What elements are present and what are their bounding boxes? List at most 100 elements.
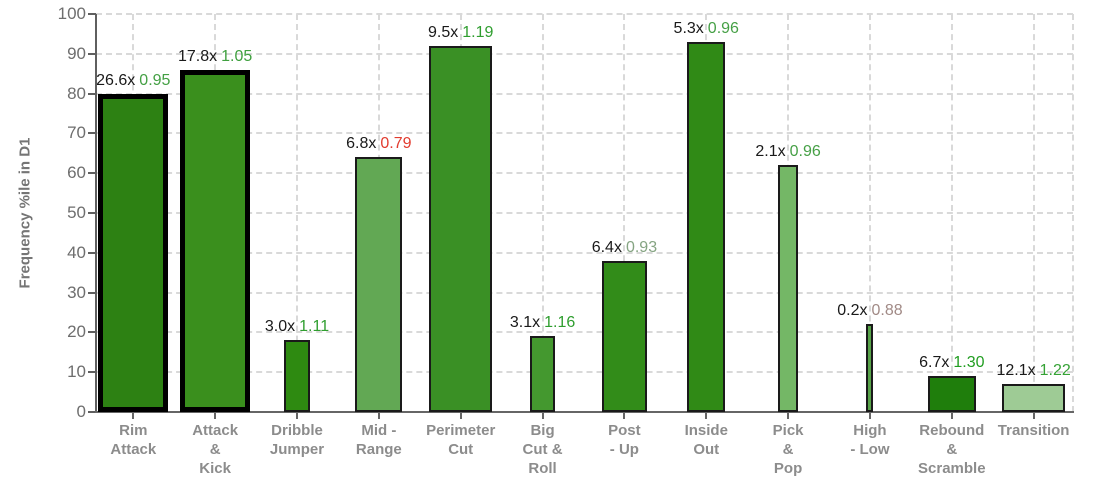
v-gridline (950, 14, 953, 412)
v-gridline (296, 14, 298, 412)
x-label-perimeter-cut: Perimeter Cut (426, 421, 495, 459)
x-label-line: & (782, 441, 794, 458)
v-gridline (868, 14, 871, 412)
y-axis-tick (88, 132, 96, 135)
x-label-line: Post (608, 422, 641, 439)
v-gridline (1032, 14, 1035, 412)
value-label-big-cut-roll: 3.1x 1.16 (510, 314, 575, 332)
h-gridline (96, 13, 1073, 15)
ppp-value: 0.95 (139, 71, 171, 89)
x-label-line: Big (530, 422, 555, 439)
bar-inside-out (687, 41, 726, 412)
x-label-line: Scramble (918, 460, 986, 477)
bar-rim-attack (98, 93, 169, 412)
y-tick-label: 50 (67, 203, 86, 222)
value-label-rebound-scramble: 6.7x 1.30 (919, 354, 984, 372)
bar-perimeter-cut (429, 45, 493, 412)
h-gridline (96, 92, 1073, 95)
x-axis-tick (541, 412, 544, 419)
y-tick-label: 90 (67, 43, 86, 63)
x-label-line: High (853, 422, 887, 439)
x-axis-tick (705, 412, 708, 419)
y-axis-tick (88, 371, 96, 374)
x-axis-tick (296, 412, 298, 419)
x-label-post-up: Post - Up (608, 421, 641, 459)
frequency-multiplier: 2.1x (755, 143, 786, 161)
x-label-rim-attack: Rim Attack (110, 421, 156, 459)
x-label-attack-kick: Attack & Kick (192, 421, 238, 478)
h-gridline (96, 371, 1073, 374)
bar-big-cut-roll (530, 336, 556, 412)
ppp-value: 0.88 (871, 302, 903, 320)
y-axis-tick (88, 172, 96, 175)
frequency-multiplier: 6.7x (919, 354, 950, 372)
v-gridline (1072, 14, 1074, 412)
h-gridline (96, 172, 1073, 175)
y-axis-tick (88, 13, 96, 15)
y-axis-tick (88, 92, 96, 95)
y-tick-label: 60 (67, 163, 86, 183)
y-axis-tick (88, 251, 96, 254)
ppp-value: 0.79 (380, 135, 412, 153)
x-axis-tick (950, 412, 953, 419)
x-label-line: - Low (850, 441, 890, 458)
x-axis-tick (1032, 412, 1035, 419)
x-label-line: Pop (773, 460, 803, 477)
x-label-high-low: High - Low (850, 421, 889, 459)
value-label-dribble-jumper: 3.0x 1.11 (265, 318, 329, 336)
x-label-line: Transition (997, 422, 1070, 439)
x-label-inside-out: Inside Out (685, 421, 728, 459)
ppp-value: 0.93 (625, 238, 658, 256)
x-label-pick-pop: Pick & Pop (773, 421, 804, 478)
h-gridline (96, 132, 1073, 135)
x-label-big-cut-roll: Big Cut & Roll (523, 421, 563, 478)
ppp-value: 0.96 (707, 19, 739, 37)
x-label-line: Pick (772, 422, 804, 439)
bar-rebound-scramble (927, 376, 976, 412)
frequency-multiplier: 3.0x (264, 318, 296, 336)
y-tick-label: 100 (57, 4, 86, 23)
x-label-line: Mid - (361, 422, 397, 439)
y-tick-label: 40 (67, 242, 86, 262)
y-tick-label: 80 (67, 83, 86, 103)
x-axis-tick (868, 412, 871, 419)
ppp-value: 1.11 (299, 318, 330, 336)
value-label-post-up: 6.4x 0.93 (592, 239, 657, 257)
h-gridline (96, 291, 1073, 294)
value-label-mid-range: 6.8x 0.79 (346, 135, 411, 153)
x-label-line: - Up (609, 441, 639, 458)
x-label-line: & (946, 441, 958, 458)
x-label-line: Attack (110, 441, 157, 458)
frequency-multiplier: 9.5x (427, 23, 459, 41)
ppp-value: 1.05 (221, 47, 253, 65)
y-tick-label: 20 (67, 322, 86, 342)
x-label-line: Kick (199, 460, 231, 477)
x-label-line: Cut (448, 441, 474, 458)
x-label-line: Out (693, 441, 720, 458)
x-label-line: Rim (119, 422, 148, 439)
ppp-value: 1.16 (544, 314, 576, 332)
y-axis-tick (88, 291, 96, 294)
frequency-multiplier: 26.6x (96, 71, 136, 89)
x-label-line: Range (355, 441, 402, 458)
y-tick-label: 0 (76, 402, 86, 421)
y-axis-tick (88, 212, 96, 214)
frequency-multiplier: 5.3x (673, 19, 704, 37)
value-label-inside-out: 5.3x 0.96 (674, 20, 739, 38)
frequency-multiplier: 6.4x (591, 238, 622, 256)
value-label-attack-kick: 17.8x 1.05 (178, 48, 252, 66)
bar-transition (1002, 384, 1066, 412)
bar-high-low (866, 324, 874, 412)
frequency-multiplier: 12.1x (996, 362, 1036, 380)
value-label-pick-pop: 2.1x 0.96 (755, 143, 820, 161)
x-label-line: Attack (192, 422, 239, 439)
x-axis (95, 411, 1074, 413)
bar-attack-kick (180, 69, 251, 412)
x-label-line: Perimeter (426, 422, 496, 439)
ppp-value: 1.22 (1039, 362, 1071, 380)
x-label-line: Dribble (271, 422, 323, 439)
h-gridline (96, 251, 1073, 254)
x-label-transition: Transition (998, 421, 1070, 440)
frequency-multiplier: 3.1x (509, 314, 541, 332)
x-label-mid-range: Mid - Range (356, 421, 402, 459)
